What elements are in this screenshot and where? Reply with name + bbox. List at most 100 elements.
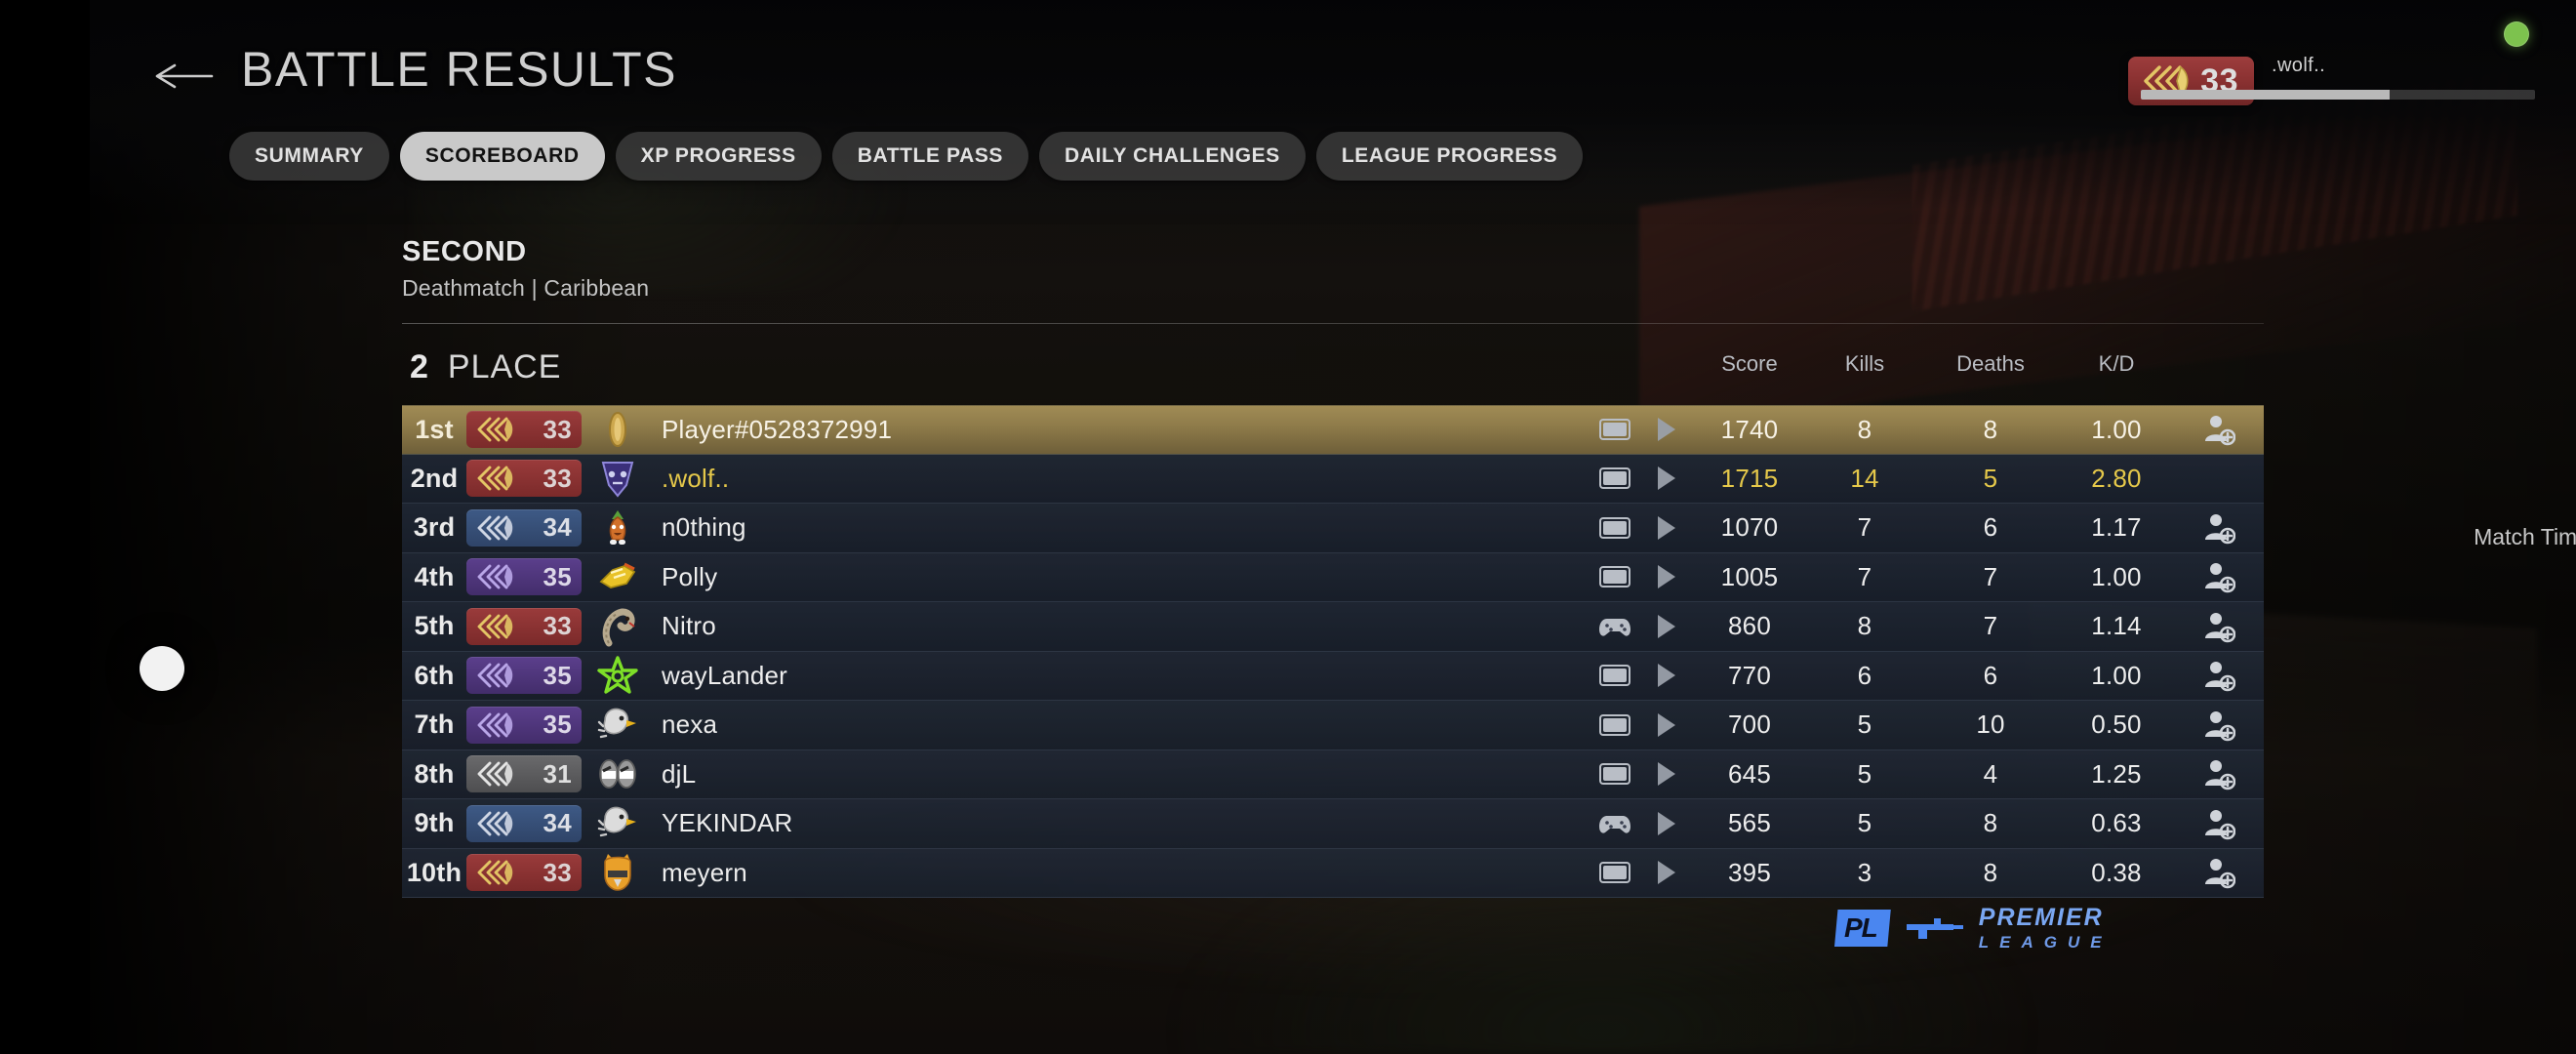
chevron-rank-icon: [477, 417, 513, 442]
tab-scoreboard[interactable]: SCOREBOARD: [399, 132, 605, 181]
row-level-badge: 35: [466, 657, 582, 695]
row-kd: 2.80: [2091, 463, 2142, 493]
arrow-left-icon: [155, 63, 214, 89]
row-kills: 5: [1857, 758, 1872, 789]
tab-daily-challenges[interactable]: DAILY CHALLENGES: [1039, 132, 1306, 181]
match-result: SECOND: [402, 236, 527, 267]
row-player-name: meyern: [662, 857, 747, 887]
scoreboard: 2 PLACE Score Kills Deaths K/D 1st 33 Play…: [402, 330, 2264, 898]
row-kd: 1.17: [2091, 512, 2142, 543]
table-row[interactable]: 4th 35 Polly 1005 7 7 1.00: [402, 552, 2264, 602]
tab-league-progress[interactable]: LEAGUE PROGRESS: [1315, 132, 1584, 181]
row-rank: 4th: [414, 561, 455, 591]
row-player-name: n0thing: [662, 512, 746, 543]
tab-battle-pass[interactable]: BATTLE PASS: [831, 132, 1029, 181]
tab-xp-progress[interactable]: XP PROGRESS: [615, 132, 822, 181]
add-friend-icon: [2205, 513, 2235, 545]
back-button[interactable]: [151, 54, 220, 99]
row-store-icon: [1641, 465, 1692, 492]
table-row[interactable]: 1st 33 Player#0528372991 1740 8 8 1.00: [402, 405, 2264, 455]
add-friend-button[interactable]: [2174, 757, 2264, 790]
row-score: 1715: [1720, 463, 1779, 493]
row-deaths: 8: [1983, 857, 1998, 887]
row-score: 1070: [1720, 512, 1779, 543]
table-row[interactable]: 3rd 34 n0thing 1070 7 6 1.17: [402, 504, 2264, 553]
row-kills: 8: [1857, 414, 1872, 444]
row-player-name: Player#0528372991: [662, 414, 893, 444]
table-row[interactable]: 2nd 33 .wolf.. 1715 14 5 2.80: [402, 454, 2264, 504]
row-kills: 5: [1857, 709, 1872, 740]
add-friend-button[interactable]: [2174, 807, 2264, 840]
row-store-icon: [1641, 711, 1692, 739]
table-row[interactable]: 5th 33 Nitro 860 8 7 1.14: [402, 602, 2264, 652]
row-kills: 7: [1857, 512, 1872, 543]
play-store-icon: [1658, 466, 1675, 491]
chevron-rank-icon: [477, 614, 513, 639]
match-info: SECOND Deathmatch | Caribbean Match Time…: [402, 236, 2576, 549]
xp-progress-bar: [2141, 90, 2535, 100]
row-player-name: nexa: [662, 709, 718, 740]
xp-progress-fill: [2141, 90, 2390, 100]
add-friend-button[interactable]: [2174, 560, 2264, 593]
row-level: 35: [543, 660, 572, 690]
add-friend-button[interactable]: [2174, 659, 2264, 692]
row-kills: 8: [1857, 611, 1872, 641]
row-rank: 3rd: [413, 512, 456, 543]
play-store-icon: [1658, 811, 1675, 835]
player-meta: .wolf..: [2272, 55, 2535, 85]
add-friend-icon: [2205, 710, 2235, 742]
eagle-avatar-icon: [595, 803, 640, 844]
row-deaths: 4: [1983, 758, 1998, 789]
play-store-icon: [1658, 614, 1675, 638]
row-score: 860: [1728, 611, 1771, 641]
row-player-name: Nitro: [662, 611, 716, 641]
row-kd: 1.25: [2091, 758, 2142, 789]
row-kills: 14: [1850, 463, 1879, 493]
row-rank: 9th: [414, 808, 455, 838]
floating-touch-button[interactable]: [140, 646, 184, 691]
chevron-rank-icon: [477, 466, 513, 491]
gamepad-icon: [1599, 815, 1630, 833]
row-score: 1740: [1720, 414, 1779, 444]
column-header-score: Score: [1721, 351, 1778, 376]
row-level: 33: [543, 611, 572, 641]
chevron-rank-icon: [477, 712, 513, 738]
row-level-badge: 31: [466, 755, 582, 793]
table-row[interactable]: 8th 31 djL 645 5 4 1.25: [402, 750, 2264, 799]
table-row[interactable]: 9th 34 YEKINDAR 565 5 8 0.63: [402, 799, 2264, 849]
table-row[interactable]: 6th 35 wayLander 770 6 6 1.00: [402, 651, 2264, 701]
shield-skull-avatar-icon: [595, 458, 640, 499]
row-store-icon: [1641, 662, 1692, 689]
row-kills: 7: [1857, 561, 1872, 591]
play-store-icon: [1658, 762, 1675, 787]
table-row[interactable]: 10th 33 meyern 395 3 8 0.38: [402, 848, 2264, 898]
row-device-icon: [1589, 417, 1641, 442]
row-device-icon: [1589, 515, 1641, 541]
row-score: 395: [1728, 857, 1771, 887]
add-friend-button[interactable]: [2174, 856, 2264, 889]
row-level-badge: 33: [466, 607, 582, 645]
tablet-icon: [1599, 566, 1630, 588]
add-friend-icon: [2205, 859, 2235, 889]
row-kills: 3: [1857, 857, 1872, 887]
row-level-badge: 33: [466, 460, 582, 498]
add-friend-button[interactable]: [2174, 610, 2264, 643]
row-player-name: djL: [662, 758, 697, 789]
tab-summary[interactable]: SUMMARY: [229, 132, 389, 181]
table-row[interactable]: 7th 35 nexa 700 5 10 0.50: [402, 701, 2264, 750]
row-score: 770: [1728, 660, 1771, 690]
tablet-icon: [1599, 862, 1630, 884]
add-friend-button[interactable]: [2174, 709, 2264, 742]
header-divider: [402, 323, 2264, 324]
coin-avatar-icon: [595, 409, 640, 450]
row-kd: 1.00: [2091, 561, 2142, 591]
chevron-rank-icon: [477, 860, 513, 885]
add-friend-button[interactable]: [2174, 413, 2264, 446]
fox-avatar-icon: [595, 852, 640, 893]
chevron-rank-icon: [477, 515, 513, 541]
row-score: 645: [1728, 758, 1771, 789]
row-score: 565: [1728, 808, 1771, 838]
tablet-icon: [1599, 516, 1630, 539]
add-friend-button[interactable]: [2174, 511, 2264, 545]
